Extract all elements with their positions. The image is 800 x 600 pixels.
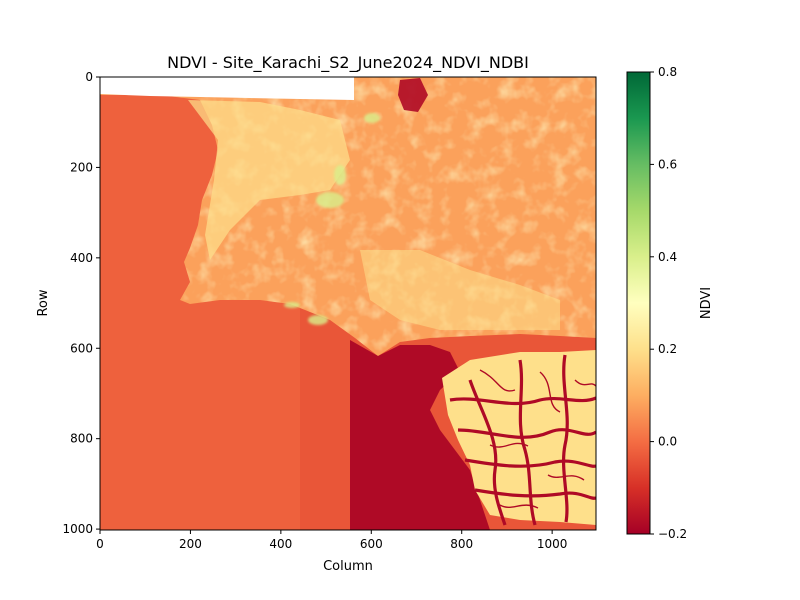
y-tick-label: 0: [85, 70, 93, 84]
delta-creek-water: [350, 340, 490, 530]
colorbar-fill: [627, 72, 650, 534]
x-tick-label: 1000: [537, 537, 568, 551]
y-tick-label: 200: [70, 160, 93, 174]
y-tick-label: 600: [70, 341, 93, 355]
ndvi-map-image: [100, 77, 596, 530]
y-tick-label: 400: [70, 251, 93, 265]
colorbar-frame: [626, 71, 651, 535]
bright-urban-patch: [360, 250, 560, 330]
vegetation-patches: [284, 113, 380, 325]
colorbar-tick-label: 0.6: [658, 157, 677, 171]
axes-frame: [99, 76, 597, 531]
colorbar-tick-label: −0.2: [658, 527, 687, 541]
chart-title: NDVI - Site_Karachi_S2_June2024_NDVI_NDB…: [167, 53, 529, 73]
x-tick-label: 0: [96, 537, 104, 551]
delta-inlet: [398, 78, 428, 112]
x-axis-label: Column: [323, 559, 373, 574]
y-tick-label: 1000: [62, 522, 93, 536]
colorbar-tick-label: 0.4: [658, 250, 677, 264]
colorbar-tick-label: 0.8: [658, 65, 677, 79]
nodata-region: [100, 77, 354, 100]
colorbar-tick-label: 0.2: [658, 342, 677, 356]
x-axis-ticks: 0 200 400 600 800 1000: [96, 530, 567, 551]
delta-channels: [449, 354, 596, 526]
x-tick-label: 800: [450, 537, 473, 551]
delta-minor-channels: [479, 369, 596, 509]
x-tick-label: 600: [360, 537, 383, 551]
y-axis-label: Row: [36, 289, 51, 316]
colorbar-ticks: 0.8 0.6 0.4 0.2 0.0 −0.2: [650, 65, 687, 541]
axes: 0 200 400 600 800 1000 0 200 400 600 800 1000 Colu…: [36, 70, 597, 574]
y-axis-ticks: 0 200 400 600 800 1000: [62, 70, 100, 536]
colorbar: 0.8 0.6 0.4 0.2 0.0 −0.2 NDVI: [626, 65, 714, 541]
colorbar-tick-label: 0.0: [658, 435, 677, 449]
bright-land-patch: [188, 100, 350, 260]
x-tick-label: 400: [269, 537, 292, 551]
colorbar-label: NDVI: [699, 287, 714, 319]
x-tick-label: 200: [179, 537, 202, 551]
y-tick-label: 800: [70, 432, 93, 446]
